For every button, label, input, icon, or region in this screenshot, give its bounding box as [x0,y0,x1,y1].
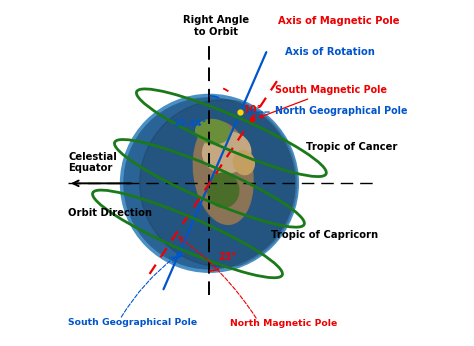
Text: Right Angle
to Orbit: Right Angle to Orbit [183,15,249,37]
Ellipse shape [208,173,239,208]
Circle shape [140,100,307,267]
Text: Celestial
Equator: Celestial Equator [68,152,117,173]
Text: 23.44°: 23.44° [173,119,206,128]
Text: North Geographical Pole: North Geographical Pole [248,106,408,116]
Text: South Magnetic Pole: South Magnetic Pole [259,85,387,118]
Ellipse shape [233,151,255,175]
Text: Axis of Magnetic Pole: Axis of Magnetic Pole [278,16,400,26]
Text: Tropic of Capricorn: Tropic of Capricorn [272,230,379,240]
Text: 23°: 23° [218,252,237,262]
Text: Orbit Direction: Orbit Direction [68,208,152,218]
Circle shape [121,95,297,271]
Ellipse shape [202,131,251,173]
Ellipse shape [196,119,230,144]
Text: Tropic of Cancer: Tropic of Cancer [306,142,397,152]
Text: Axis of Rotation: Axis of Rotation [285,47,375,57]
Text: South Geographical Pole: South Geographical Pole [68,318,197,327]
Ellipse shape [193,122,253,224]
Text: 10°: 10° [244,104,262,115]
Text: North Magnetic Pole: North Magnetic Pole [230,319,337,328]
